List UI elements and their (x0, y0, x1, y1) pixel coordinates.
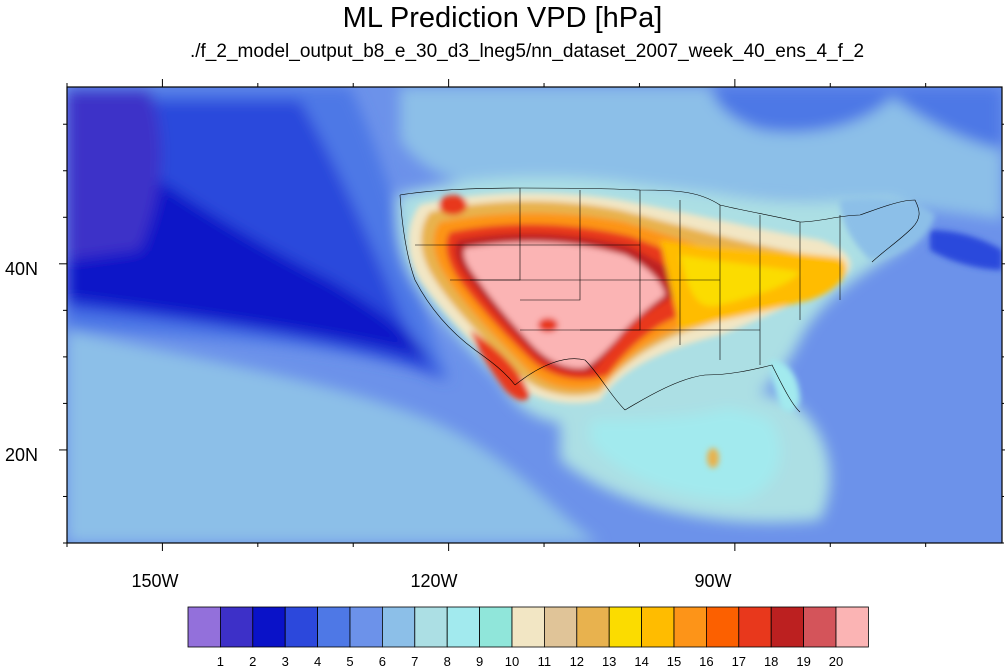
colorbar-box (608, 606, 643, 648)
colorbar-label: 16 (699, 654, 713, 669)
colorbar-label: 7 (411, 654, 418, 669)
colorbar-box (219, 606, 254, 648)
colorbar-box (317, 606, 351, 648)
vpd-field (67, 87, 1002, 543)
colorbar-label: 14 (634, 654, 648, 669)
colorbar-box (479, 606, 513, 648)
colorbar-box (187, 606, 221, 648)
colorbar-box (414, 606, 448, 648)
x-tick-label-120w: 120W (410, 571, 457, 591)
colorbar-box (673, 606, 707, 648)
colorbar-box (770, 606, 805, 648)
colorbar-box (576, 606, 610, 648)
colorbar-box (706, 606, 740, 648)
x-tick-label-90w: 90W (694, 571, 731, 591)
colorbar-label: 18 (764, 654, 778, 669)
axis-ticks (59, 79, 1005, 551)
map-subtitle: ./f_2_model_output_b8_e_30_d3_lneg5/nn_d… (189, 41, 865, 62)
colorbar-box (544, 606, 578, 648)
y-tick-label-40n: 40N (5, 259, 38, 279)
colorbar-label: 15 (667, 654, 681, 669)
colorbar-label: 19 (796, 654, 810, 669)
colorbar-box (381, 606, 416, 648)
colorbar-label: 11 (538, 654, 552, 669)
colorbar-label: 12 (570, 654, 584, 669)
colorbar-box (641, 606, 675, 648)
colorbar-label: 1 (217, 654, 224, 669)
colorbar-label: 10 (505, 654, 519, 669)
y-tick-label-20n: 20N (5, 445, 38, 465)
colorbar-box (284, 606, 319, 648)
map-title: ML Prediction VPD [hPa] (342, 2, 663, 34)
colorbar-box (349, 606, 383, 648)
colorbar-box (252, 606, 286, 648)
colorbar-label: 9 (476, 654, 483, 669)
x-tick-label-150w: 150W (131, 571, 178, 591)
colorbar-box (446, 606, 481, 648)
colorbar-box (511, 606, 545, 648)
colorbar-label: 8 (444, 654, 451, 669)
colorbar-label: 6 (379, 654, 386, 669)
colorbar-box (803, 606, 837, 648)
colorbar-box (835, 606, 869, 648)
map-frame (66, 86, 1003, 544)
colorbar-label: 2 (249, 654, 256, 669)
boundary-lines (399, 187, 920, 413)
colorbar: 1 2 3 4 5 6 7 8 9 10 11 12 13 14 15 16 17 18 19 20 (187, 606, 869, 669)
colorbar-label: 13 (602, 654, 616, 669)
colorbar-label: 20 (829, 654, 843, 669)
colorbar-label: 17 (732, 654, 746, 669)
colorbar-label: 3 (282, 654, 289, 669)
colorbar-box (738, 606, 772, 648)
colorbar-label: 4 (314, 654, 321, 669)
colorbar-label: 5 (346, 654, 353, 669)
